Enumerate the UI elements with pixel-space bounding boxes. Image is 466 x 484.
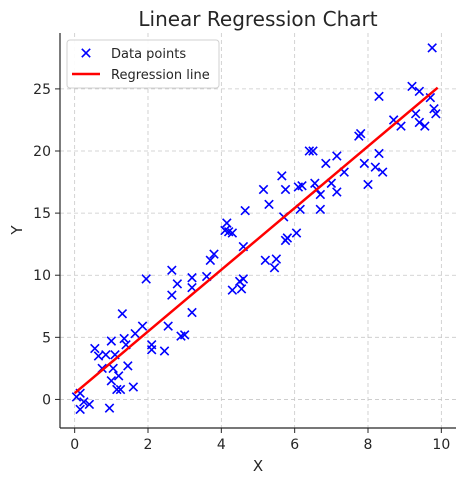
data-point (370, 162, 381, 172)
data-point (141, 274, 151, 284)
y-tick-label: 15 (33, 206, 51, 222)
x-tick-label: 6 (290, 437, 299, 453)
data-point (187, 282, 197, 293)
data-point (93, 351, 104, 361)
data-point (315, 189, 326, 200)
data-point (222, 218, 232, 228)
legend-box (66, 39, 220, 89)
data-point (167, 290, 177, 300)
data-point (280, 184, 291, 195)
data-point (414, 117, 425, 128)
data-point (269, 262, 280, 273)
data-point (75, 404, 85, 415)
data-point (420, 121, 430, 131)
regression-line (73, 86, 439, 395)
data-point (332, 151, 342, 161)
y-tick-label: 5 (42, 330, 51, 346)
data-point (264, 199, 274, 210)
x-tick-label: 8 (364, 437, 373, 453)
data-point (79, 397, 89, 407)
data-point (308, 146, 318, 156)
data-point (407, 81, 417, 92)
data-point (238, 274, 249, 284)
data-point (297, 181, 307, 191)
data-point (130, 328, 140, 339)
data-point (104, 403, 115, 413)
data-point (304, 146, 315, 156)
data-point (431, 108, 441, 119)
data-point (106, 376, 117, 386)
data-point (377, 167, 388, 177)
x-tick-label: 0 (70, 437, 79, 453)
data-point (410, 108, 421, 119)
data-point (271, 254, 282, 264)
data-point (112, 384, 122, 395)
data-point (310, 178, 320, 189)
data-point (137, 321, 148, 331)
data-point (374, 148, 384, 159)
y-tick-label: 25 (33, 82, 51, 98)
data-point (227, 285, 238, 295)
data-point (277, 171, 287, 181)
data-point (414, 86, 425, 97)
data-point (179, 330, 190, 340)
data-point (187, 272, 197, 283)
data-point (123, 361, 133, 371)
y-axis-label: Y (8, 225, 26, 236)
data-point (236, 284, 247, 294)
legend-label: Data points (111, 47, 186, 62)
data-point (427, 43, 437, 53)
data-point (163, 321, 173, 331)
data-point (205, 255, 216, 266)
data-point (159, 346, 170, 356)
y-tick-label: 10 (33, 268, 51, 284)
data-point (374, 91, 384, 102)
data-point (429, 104, 439, 114)
data-point (115, 384, 126, 395)
data-point (396, 121, 406, 131)
data-point (315, 204, 326, 215)
data-point (90, 343, 100, 354)
data-point (363, 179, 373, 190)
x-tick-label: 2 (144, 437, 153, 453)
plot-content (71, 43, 441, 415)
x-tick-label: 4 (217, 437, 226, 453)
data-point (106, 336, 117, 346)
data-point (119, 333, 129, 344)
y-tick-label: 0 (42, 392, 51, 408)
data-point (260, 255, 271, 266)
data-point (101, 349, 111, 360)
data-point (172, 279, 183, 289)
data-point (117, 308, 128, 319)
axes: 0 2 4 6 8 10 0 5 10 15 20 25 (33, 33, 456, 453)
data-point (240, 205, 250, 216)
legend-marker-x (81, 48, 91, 58)
data-point (332, 187, 342, 197)
data-point (108, 363, 118, 374)
data-point (187, 307, 197, 318)
data-point (355, 128, 366, 139)
data-point (280, 235, 291, 246)
x-axis-label: X (253, 457, 263, 475)
data-point (167, 265, 177, 276)
chart-title: Linear Regression Chart (138, 7, 377, 31)
data-point (146, 340, 157, 350)
data-point (321, 158, 331, 169)
data-point (359, 158, 370, 169)
legend-label: Regression line (111, 68, 210, 83)
data-point (227, 228, 238, 238)
data-point (113, 371, 124, 381)
legend: Data points Regression line (66, 39, 220, 89)
data-point (258, 184, 269, 195)
data-point (128, 382, 139, 392)
data-point (84, 399, 95, 410)
x-tick-label: 10 (432, 437, 450, 453)
data-point (209, 249, 219, 259)
data-point (291, 228, 302, 238)
y-tick-label: 20 (33, 144, 51, 160)
